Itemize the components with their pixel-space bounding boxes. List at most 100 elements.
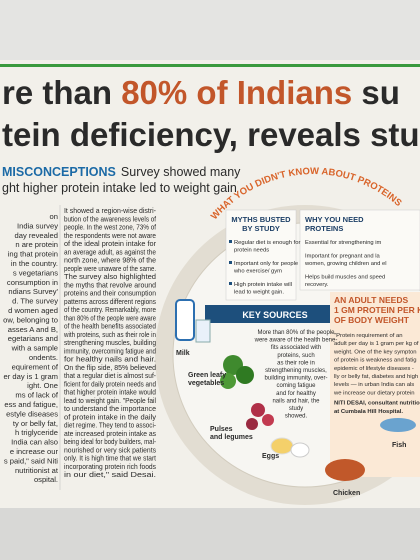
column2-line: people were unaware of the same. bbox=[64, 264, 156, 273]
myth-item: Regular diet is enough for bbox=[234, 240, 300, 246]
key-sources-bar bbox=[205, 305, 345, 323]
food-label: Fish bbox=[392, 442, 406, 449]
adult-text: epidemic of lifestyle diseases - bbox=[334, 366, 414, 372]
column1-line: er day is 1 gram bbox=[4, 372, 58, 381]
headline-line2: tein deficiency, reveals stu bbox=[2, 116, 420, 153]
column1-line: ondents. bbox=[29, 353, 58, 362]
column2-line: incorporating protein rich foods bbox=[64, 462, 156, 471]
key-sources-line: More than 80% of the people bbox=[257, 330, 335, 336]
food-label: Eggs bbox=[262, 453, 279, 460]
column1-line: India can also bbox=[11, 438, 58, 447]
food-label: and legumes bbox=[210, 434, 253, 441]
headline-part: su bbox=[352, 74, 400, 111]
adult-text: "Protein requirement of an bbox=[334, 333, 403, 339]
why-box bbox=[299, 209, 420, 291]
food-label: Chicken bbox=[333, 490, 360, 497]
column1-line: d women aged bbox=[8, 306, 58, 315]
column2-line: only. It is high time that we start bbox=[64, 454, 156, 463]
column2-line: proteins and their consumption bbox=[64, 289, 156, 298]
key-sources-line: study bbox=[289, 406, 303, 412]
subhead-text: Survey showed many bbox=[121, 165, 241, 179]
column1-line: with a sample bbox=[11, 344, 58, 353]
milk-glass bbox=[195, 319, 211, 343]
myths-heading: BY STUDY bbox=[242, 224, 280, 233]
column2-line: bution of the awareness levels of bbox=[64, 214, 156, 223]
column1-line: s paid," said Niti bbox=[4, 456, 58, 465]
column1-line: ing that protein bbox=[8, 250, 58, 259]
broccoli bbox=[236, 366, 254, 384]
why-heading: PROTEINS bbox=[305, 224, 343, 233]
key-sources-line: coming fatigue bbox=[276, 383, 316, 389]
column2-line: an average adult, as against the bbox=[64, 247, 156, 256]
column2-line: strengthening muscles, building bbox=[64, 338, 156, 347]
column1-line: n are protein bbox=[15, 240, 58, 249]
column1-line: day revealed bbox=[15, 231, 58, 240]
column2-line: of the health benefits associated bbox=[64, 322, 156, 331]
column2-line: the respondents were not aware bbox=[64, 231, 156, 240]
column2-line: the myths that revolve around bbox=[64, 280, 156, 289]
column1-line: egetarians and bbox=[8, 334, 58, 343]
beans bbox=[262, 414, 274, 426]
column2-line: ficient for daily protein needs and bbox=[64, 379, 156, 388]
adult-text: of protein is weakness and fatig bbox=[334, 358, 417, 364]
column1-line: e increase our bbox=[10, 447, 59, 456]
column1-line: on bbox=[50, 212, 58, 221]
column2-line: to understand the importance bbox=[64, 404, 156, 413]
why-item: Essential for strengthening im bbox=[305, 240, 382, 246]
column1-line: in the country. bbox=[11, 259, 58, 268]
adult-text: lly or belly fat, diabetes and high bbox=[334, 374, 418, 380]
why-item: Helps build muscles and speed bbox=[305, 275, 385, 281]
column2-line: nourished or very sick patients bbox=[64, 445, 156, 454]
adult-heading: 1 GM PROTEIN PER KG bbox=[334, 305, 420, 315]
myths-box bbox=[225, 209, 297, 301]
background-bottom bbox=[0, 508, 420, 560]
bullet bbox=[229, 261, 232, 264]
why-heading: WHY YOU NEED bbox=[305, 215, 364, 224]
column2-line: It showed a region-wise distri- bbox=[64, 206, 157, 215]
why-item: Important for pregnant and la bbox=[305, 254, 381, 260]
adult-text: levels — in urban India can als bbox=[334, 382, 414, 388]
column2-line: patterns across different regions bbox=[64, 297, 156, 306]
food-label: Pulses bbox=[210, 426, 233, 433]
column1-line: nutritionist at bbox=[15, 466, 59, 475]
egg bbox=[270, 437, 294, 455]
food-label: Green leafy bbox=[188, 372, 226, 379]
column1-line: ospital. bbox=[34, 475, 58, 484]
myths-heading: MYTHS BUSTED bbox=[231, 215, 291, 224]
beans bbox=[246, 418, 258, 430]
key-sources-line: fits associated with bbox=[271, 345, 321, 351]
column2-line: being ideal for body builders, mal- bbox=[64, 437, 157, 446]
food-label: Milk bbox=[176, 350, 190, 357]
milk-bottle bbox=[175, 299, 195, 341]
myth-item: Important only for people bbox=[234, 261, 298, 267]
myth-item: who exercise/ gym bbox=[233, 269, 282, 275]
bullet bbox=[229, 240, 232, 243]
key-sources-line: building immunity, over- bbox=[265, 376, 328, 382]
myth-item: High protein intake will bbox=[234, 282, 292, 288]
column1-line: ms of lack of bbox=[15, 391, 59, 400]
key-sources-heading: KEY SOURCES bbox=[242, 310, 307, 320]
column2-line: diet regime. They tend to associ- bbox=[64, 421, 157, 430]
adult-box bbox=[330, 292, 420, 477]
background-top bbox=[0, 0, 420, 60]
column2-line: On the flip side, 85% believed bbox=[64, 363, 156, 372]
headline-line1: re than 80% of Indians su bbox=[2, 74, 400, 111]
food-label: vegetables bbox=[188, 380, 224, 387]
column2-line: of protein intake in the daily bbox=[64, 412, 156, 421]
adult-credit: at Cumbala Hill Hospital. bbox=[334, 409, 403, 415]
headline-part: re than bbox=[2, 74, 121, 111]
column1-line: d. The survey bbox=[12, 297, 58, 306]
column2-line: in our diet," said Desai. bbox=[64, 470, 156, 479]
column2-line: of the ideal protein intake for bbox=[64, 239, 157, 248]
column1-line: ess and fatigue, bbox=[4, 400, 58, 409]
beans bbox=[251, 403, 265, 417]
column2-line: of the country. Remarkably, more bbox=[64, 305, 156, 314]
key-sources-line: nails and hair, the bbox=[272, 398, 320, 404]
fish bbox=[380, 418, 416, 432]
subhead-line2: ght higher protein intake led to weight … bbox=[2, 181, 237, 195]
column2-line: for healthy nails and hair. bbox=[64, 355, 156, 364]
column2-line: The survey also highlighted bbox=[64, 272, 156, 281]
column1-line: estyle diseases bbox=[6, 409, 58, 418]
key-sources-line: proteins, such bbox=[277, 353, 314, 359]
